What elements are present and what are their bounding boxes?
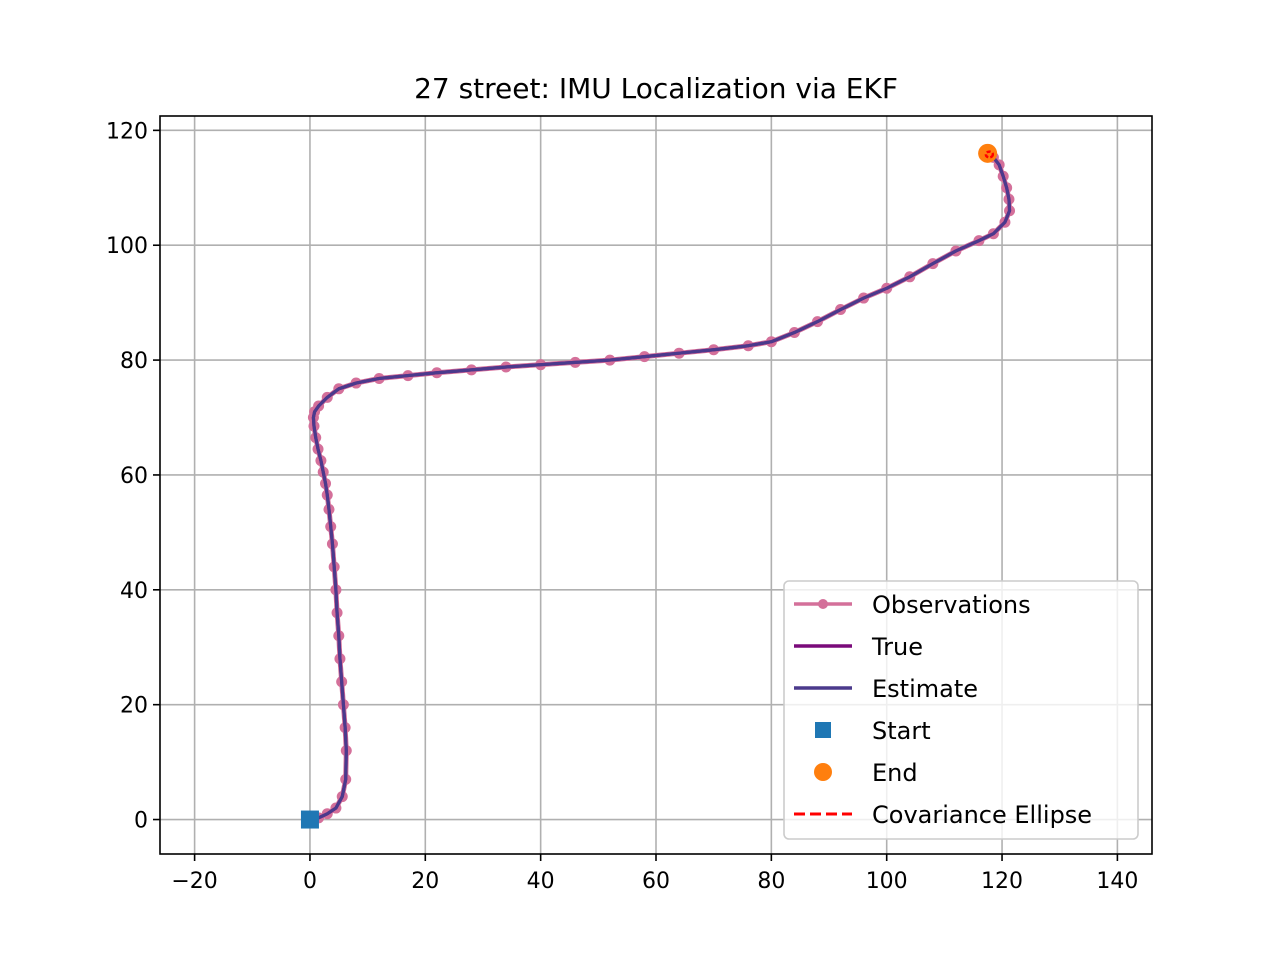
chart-title: 27 street: IMU Localization via EKF [414,72,898,105]
legend-estimate-label: Estimate [872,675,978,703]
y-tick-label: 80 [120,349,148,374]
end-marker [978,143,998,163]
x-tick-label: 140 [1096,869,1138,894]
x-tick-label: 100 [866,869,908,894]
y-tick-label: 120 [106,119,148,144]
legend: Observations True Estimate Start End Covarian… [783,580,1139,840]
x-tick-label: 20 [411,869,439,894]
legend-box [783,580,1139,840]
y-tick-label: 0 [134,809,148,834]
start-marker [300,810,319,829]
legend-start-label: Start [872,717,931,745]
x-tick-label: 0 [303,869,317,894]
y-tick-label: 60 [120,464,148,489]
x-tick-label: 80 [757,869,785,894]
x-tick-label: 60 [642,869,670,894]
legend-observations-marker [818,599,828,609]
y-tick-label: 20 [120,694,148,719]
y-tick-label: 40 [120,579,148,604]
axis-ticks: −20 0 20 40 60 80 100 120 140 0 20 40 60 80 100 120 [106,119,1138,894]
covariance-ellipse [984,150,995,159]
x-tick-label: 40 [527,869,555,894]
x-tick-label: 120 [981,869,1023,894]
legend-covariance-label: Covariance Ellipse [872,801,1092,829]
legend-end-label: End [872,759,918,787]
legend-observations-label: Observations [872,591,1031,619]
legend-end-marker [814,763,832,781]
legend-true-label: True [871,633,923,661]
axes-frame [159,115,1153,855]
grid [160,116,1152,854]
y-tick-label: 100 [106,234,148,259]
plot-area [300,143,1016,829]
x-tick-label: −20 [171,869,217,894]
estimate-path-line [309,152,1012,822]
legend-start-marker [815,722,831,738]
